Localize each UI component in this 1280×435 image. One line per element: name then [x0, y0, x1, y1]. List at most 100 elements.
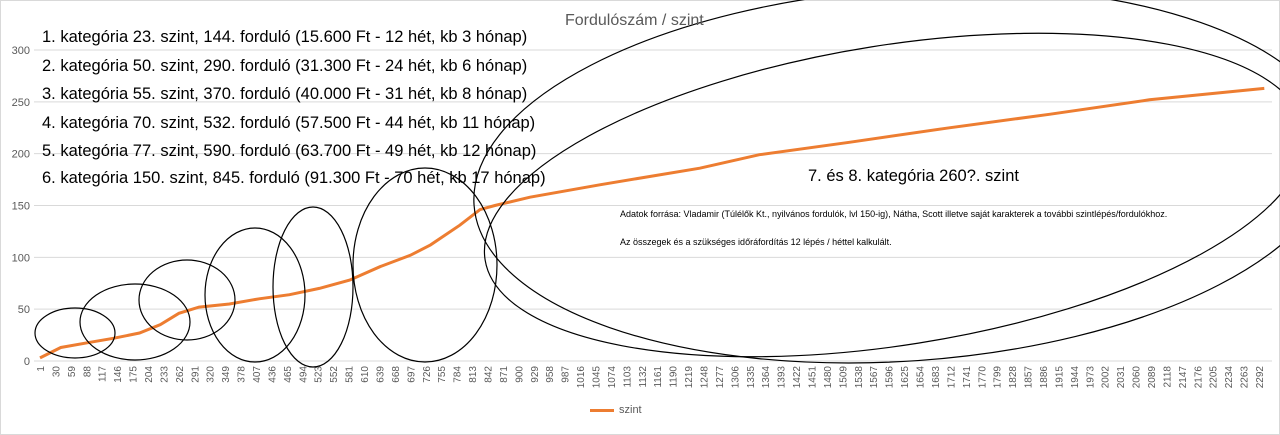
x-tick-label: 1799 [993, 366, 1004, 389]
x-tick-label: 2060 [1132, 366, 1143, 389]
x-tick-label: 2118 [1162, 366, 1173, 388]
x-tick-label: 2205 [1209, 366, 1220, 389]
x-tick-label: 1683 [931, 366, 942, 389]
x-tick-label: 1422 [792, 366, 803, 389]
legend-swatch [590, 408, 614, 412]
x-tick-label: 1915 [1054, 366, 1065, 389]
x-tick-label: 1364 [761, 366, 772, 389]
ellipse-category-1 [34, 307, 116, 359]
x-tick-label: 59 [67, 366, 78, 378]
annotation-category-1: 1. kategória 23. szint, 144. forduló (15… [42, 28, 528, 46]
legend: szint [590, 404, 642, 416]
x-tick-label: 291 [190, 366, 201, 383]
x-tick-label: 755 [437, 366, 448, 383]
x-tick-label: 30 [51, 366, 62, 378]
y-tick-label: 300 [12, 45, 30, 57]
ellipse-category-2 [79, 283, 191, 361]
annotation-future: 7. és 8. kategória 260?. szint [808, 167, 1019, 185]
x-tick-label: 1654 [916, 366, 927, 389]
y-tick-label: 150 [12, 201, 30, 213]
x-tick-label: 88 [82, 366, 93, 378]
x-tick-label: 1770 [977, 366, 988, 389]
x-tick-labels: 1 30 59 88 117 146 175 204 233 262 291 320 349 378 407… [36, 366, 1266, 389]
x-tick-label: 1219 [684, 366, 695, 389]
ellipse-category-4 [204, 227, 306, 363]
ellipse-category-3 [138, 259, 236, 341]
x-tick-label: 1045 [591, 366, 602, 389]
ellipse-category-7 [473, 0, 1280, 364]
x-tick-label: 958 [545, 366, 556, 383]
x-tick-label: 1335 [746, 366, 757, 389]
annotation-category-6: 6. kategória 150. szint, 845. forduló (9… [42, 169, 546, 187]
y-tick-label: 50 [18, 304, 30, 316]
x-tick-label: 871 [499, 366, 510, 383]
y-tick-label: 100 [12, 252, 30, 264]
x-tick-label: 378 [237, 366, 248, 383]
x-tick-label: 813 [468, 366, 479, 383]
series-line-szint [39, 86, 1265, 360]
x-tick-label: 1567 [869, 366, 880, 389]
x-tick-label: 436 [267, 366, 278, 383]
x-tick-label: 1248 [700, 366, 711, 389]
x-tick-label: 842 [483, 366, 494, 383]
x-tick-label: 697 [406, 366, 417, 383]
x-tick-label: 1944 [1070, 366, 1081, 389]
x-tick-label: 639 [375, 366, 386, 383]
x-tick-label: 1074 [607, 366, 618, 389]
x-tick-label: 2089 [1147, 366, 1158, 389]
x-tick-label: 233 [159, 366, 170, 383]
x-tick-label: 1277 [715, 366, 726, 389]
x-tick-label: 2263 [1240, 366, 1251, 389]
y-tick-label: 200 [12, 149, 30, 161]
x-tick-label: 1886 [1039, 366, 1050, 389]
category-ellipses [34, 0, 1280, 368]
x-tick-label: 1103 [622, 366, 633, 388]
x-tick-label: 1509 [838, 366, 849, 389]
legend-label: szint [619, 404, 642, 416]
x-tick-label: 2002 [1101, 366, 1112, 389]
x-tick-label: 1393 [777, 366, 788, 389]
x-tick-label: 1 [36, 366, 47, 372]
x-tick-label: 726 [422, 366, 433, 383]
chart-title: Fordulószám / szint [565, 12, 704, 29]
x-tick-label: 349 [221, 366, 232, 383]
x-tick-label: 987 [561, 366, 572, 383]
x-tick-label: 1596 [885, 366, 896, 389]
ellipse-category-6 [352, 167, 498, 363]
x-tick-label: 2031 [1116, 366, 1127, 389]
x-tick-label: 1306 [730, 366, 741, 389]
x-tick-label: 2292 [1255, 366, 1266, 389]
y-tick-label: 250 [12, 97, 30, 109]
x-tick-label: 552 [329, 366, 340, 383]
x-tick-label: 407 [252, 366, 263, 383]
x-tick-label: 2234 [1224, 366, 1235, 389]
x-tick-label: 610 [360, 366, 371, 383]
x-tick-label: 929 [530, 366, 541, 383]
x-tick-label: 900 [514, 366, 525, 383]
annotation-category-2: 2. kategória 50. szint, 290. forduló (31… [42, 57, 528, 75]
ellipse-category-5 [272, 206, 354, 368]
x-tick-label: 1451 [808, 366, 819, 389]
x-tick-label: 465 [283, 366, 294, 383]
x-tick-label: 175 [129, 366, 140, 383]
x-tick-label: 320 [206, 366, 217, 383]
x-tick-label: 262 [175, 366, 186, 383]
annotation-category-3: 3. kategória 55. szint, 370. forduló (40… [42, 85, 528, 103]
annotation-category-5: 5. kategória 77. szint, 590. forduló (63… [42, 142, 537, 160]
note-source: Adatok forrása: Vladamir (Túlélők Kt., n… [620, 209, 1168, 219]
annotation-category-4: 4. kategória 70. szint, 532. forduló (57… [42, 114, 536, 132]
y-tick-label: 0 [24, 356, 30, 368]
x-tick-label: 1828 [1008, 366, 1019, 389]
x-tick-label: 494 [298, 366, 309, 383]
x-tick-label: 2176 [1193, 366, 1204, 389]
x-tick-label: 1016 [576, 366, 587, 389]
x-tick-label: 581 [345, 366, 356, 383]
x-tick-label: 1712 [946, 366, 957, 389]
x-tick-label: 1161 [653, 366, 664, 388]
x-tick-label: 2147 [1178, 366, 1189, 389]
x-tick-label: 146 [113, 366, 124, 383]
x-tick-label: 1625 [900, 366, 911, 389]
x-tick-label: 1741 [962, 366, 973, 389]
x-tick-label: 784 [453, 366, 464, 383]
